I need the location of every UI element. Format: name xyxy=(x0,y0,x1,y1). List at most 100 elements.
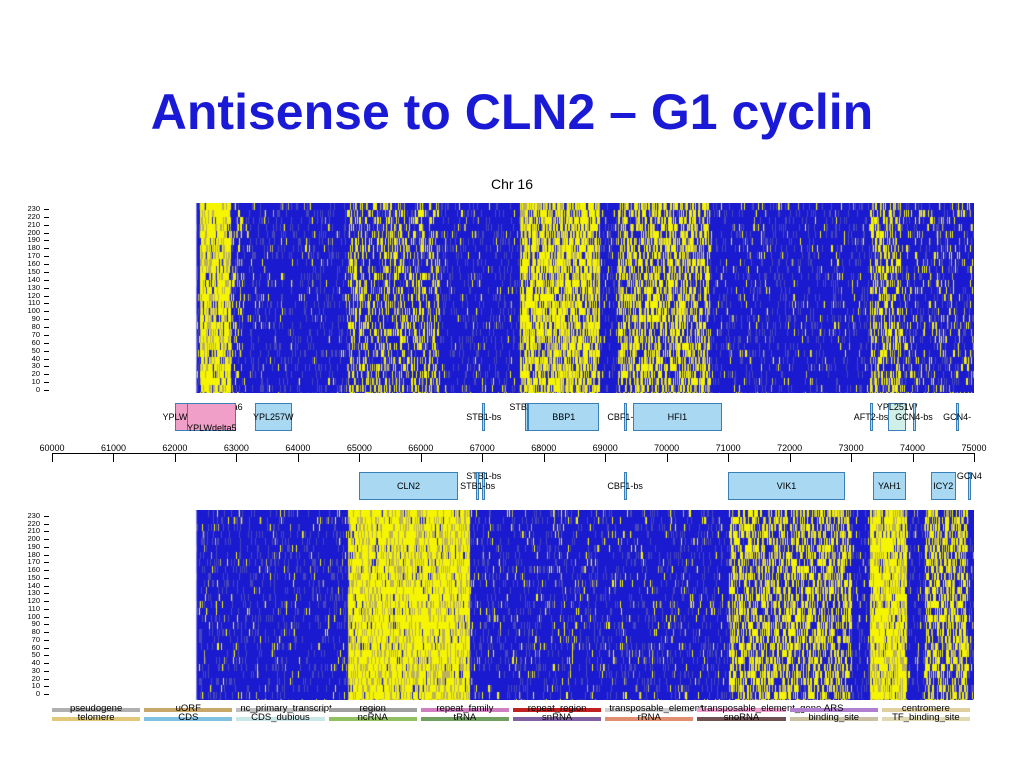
feature-label: CBF1-bs xyxy=(607,481,643,491)
legend-row-2: telomere CDS CDS_dubious ncRNA tRNA snRNA rRNA… xyxy=(52,713,974,727)
legend-item: telomere xyxy=(52,713,141,725)
bottom-y-tick xyxy=(44,523,49,525)
feature-yplwdelta5[interactable] xyxy=(187,403,237,431)
legend-swatch xyxy=(881,708,970,712)
feature-stb1-bs[interactable] xyxy=(482,472,486,500)
legend-item: transposable_element_gene xyxy=(697,703,822,716)
bottom-y-tick xyxy=(44,663,49,665)
feature-gcn4-bs[interactable] xyxy=(912,403,916,431)
legend-label: CDS_dubious xyxy=(251,712,310,723)
x-tick xyxy=(912,453,914,462)
top-y-tick-label: 60 xyxy=(31,337,40,347)
bottom-y-tick xyxy=(44,570,49,572)
top-y-tick xyxy=(44,374,49,376)
legend-label: transposable_element_gene xyxy=(701,703,822,714)
feature-gcn4-[interactable] xyxy=(955,403,959,431)
legend-swatch xyxy=(144,708,233,712)
legend-item: tRNA xyxy=(420,712,509,725)
bottom-y-tick-label: 170 xyxy=(27,557,40,567)
legend-item: snRNA xyxy=(513,713,602,725)
feature-label: CLN2 xyxy=(396,481,421,491)
legend-swatch xyxy=(420,717,509,721)
x-tick-label: 61000 xyxy=(100,443,126,453)
feature-cbf1-bs[interactable] xyxy=(623,472,627,500)
feature-stb1-bs[interactable] xyxy=(525,403,529,431)
legend-label: snoRNA xyxy=(723,712,760,723)
x-tick-label: 70000 xyxy=(654,443,680,453)
top-y-tick xyxy=(44,240,49,242)
feature-hfi1[interactable] xyxy=(632,403,722,431)
top-y-tick-label: 50 xyxy=(31,345,40,355)
top-y-tick-label: 30 xyxy=(31,361,40,371)
bottom-y-tick xyxy=(44,670,49,672)
bottom-y-tick-label: 40 xyxy=(31,658,40,668)
top-y-tick xyxy=(44,216,49,218)
legend-item: rRNA xyxy=(605,713,694,725)
feature-bbp1[interactable] xyxy=(528,403,600,431)
feature-ypl257w[interactable] xyxy=(254,403,292,431)
top-y-tick-label: 40 xyxy=(31,353,40,363)
x-tick xyxy=(113,453,115,462)
legend-item: binding_site xyxy=(789,713,878,725)
legend-swatch xyxy=(513,717,602,721)
legend-swatch xyxy=(881,717,970,721)
feature-cbf1-bs[interactable] xyxy=(623,403,627,431)
feature-aft2-bs[interactable] xyxy=(869,403,873,431)
bottom-y-tick-label: 120 xyxy=(27,596,40,606)
feature-ypl251w[interactable] xyxy=(887,403,907,431)
top-y-tick xyxy=(44,342,49,344)
feature-cln2[interactable] xyxy=(359,472,458,500)
bottom-y-tick xyxy=(44,616,49,618)
bottom-y-tick-label: 70 xyxy=(31,634,40,644)
top-y-tick xyxy=(44,350,49,352)
top-y-tick-label: 140 xyxy=(27,274,40,284)
legend-label: transposable_element xyxy=(609,703,703,714)
feature-label: BBP1 xyxy=(552,412,576,422)
feature-label: GCN4-bs xyxy=(895,412,933,422)
legend-swatch xyxy=(236,717,325,721)
top-y-tick xyxy=(44,295,49,297)
slide-title: Antisense to CLN2 – G1 cyclin xyxy=(150,84,874,140)
feature-label: CBF1-bs xyxy=(607,412,643,422)
legend-item: ARS xyxy=(789,704,878,716)
legend-label: uORF xyxy=(175,703,201,714)
legend-item: CDS xyxy=(144,713,233,725)
feature-stb1-bs[interactable] xyxy=(482,403,486,431)
axis-line xyxy=(52,453,974,454)
legend-label: tRNA xyxy=(453,712,477,723)
top-y-tick-label: 100 xyxy=(27,306,40,316)
bottom-y-tick xyxy=(44,632,49,634)
top-y-tick-label: 120 xyxy=(27,290,40,300)
x-tick-label: 63000 xyxy=(223,443,249,453)
top-y-tick xyxy=(44,366,49,368)
feature-gcn4[interactable] xyxy=(967,472,971,500)
legend-item: ncRNA xyxy=(328,713,417,725)
feature-label: AFT2-bs xyxy=(853,412,889,422)
legend-swatch xyxy=(789,717,878,721)
bottom-y-tick-label: 210 xyxy=(27,526,40,536)
top-y-tick-label: 110 xyxy=(28,298,40,308)
top-y-tick xyxy=(44,279,49,281)
legend-swatch xyxy=(420,708,509,712)
x-tick xyxy=(482,453,484,462)
x-tick-label: 66000 xyxy=(408,443,434,453)
feature-yah1[interactable] xyxy=(872,472,907,500)
x-tick xyxy=(851,453,853,462)
top-y-tick-label: 180 xyxy=(27,243,40,253)
top-y-tick-label: 0 xyxy=(35,385,40,394)
top-y-tick xyxy=(44,209,49,210)
legend-swatch xyxy=(513,708,602,712)
x-tick-label: 65000 xyxy=(346,443,372,453)
legend-item: centromere xyxy=(881,704,970,716)
top-y-tick-label: 150 xyxy=(27,266,40,276)
bottom-y-tick-label: 30 xyxy=(31,665,40,675)
feature-label: YPL251W xyxy=(876,402,918,412)
feature-vik1[interactable] xyxy=(728,472,845,500)
feature-stb1-bs[interactable] xyxy=(476,472,480,500)
feature-icy2[interactable] xyxy=(930,472,956,500)
legend-item: pseudogene xyxy=(52,704,141,716)
top-y-tick xyxy=(44,264,49,266)
legend-item: repeat_region xyxy=(513,704,602,716)
x-tick xyxy=(420,453,422,462)
legend-item: nc_primary_transcript xyxy=(236,704,332,716)
